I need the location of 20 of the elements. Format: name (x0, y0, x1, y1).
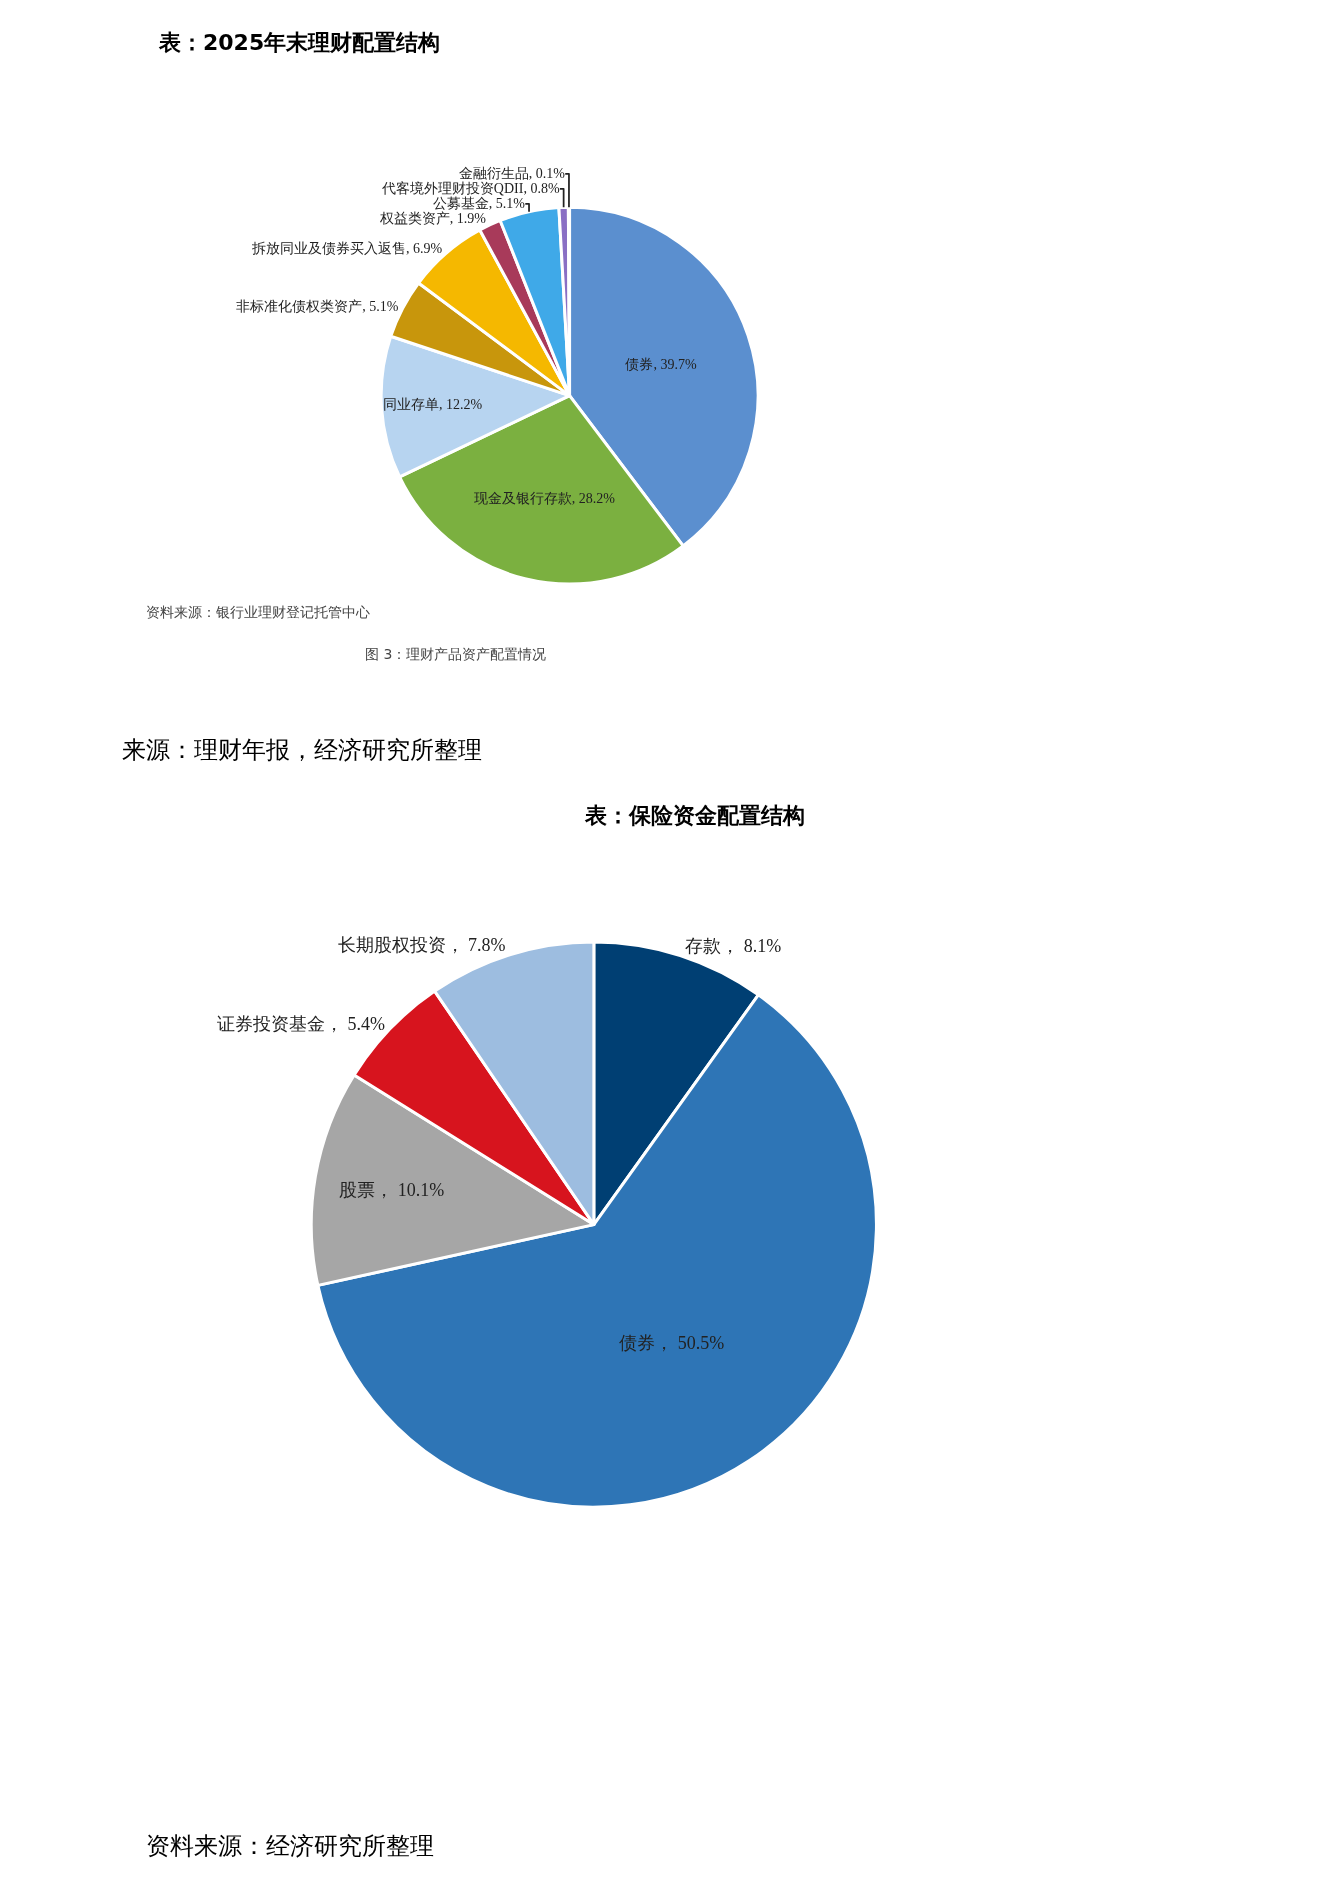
source-note: 来源：理财年报，经济研究所整理 (122, 736, 482, 764)
caption: 图 3：理财产品资产配置情况 (365, 646, 547, 662)
slice-label: 存款， 8.1% (685, 936, 782, 957)
slice-label: 代客境外理财投资QDII, 0.8% (380, 181, 560, 197)
slice-label: 股票， 10.1% (339, 1179, 445, 1200)
slice-label: 债券， 50.5% (619, 1332, 725, 1353)
slice-label: 权益类资产, 1.9% (378, 211, 487, 227)
text: 资料来源：经济研究所整理 (146, 1832, 434, 1860)
slice-label: 长期股权投资， 7.8% (337, 935, 506, 956)
text: 资料来源：银行业理财登记托管中心 (146, 604, 370, 620)
slice-label: 金融衍生品, 0.1% (458, 166, 566, 182)
slice-label: 非标准化债权类资产, 5.1% (236, 299, 399, 315)
chart-title: 表：保险资金配置结构 (584, 803, 805, 828)
slice-label: 同业存单, 12.2% (382, 396, 483, 412)
chart-title: 表：2025年末理财配置结构 (158, 30, 441, 55)
slice-label: 债券, 39.7% (625, 357, 697, 373)
slice-label: 证券投资基金， 5.4% (217, 1014, 386, 1035)
slice-label: 现金及银行存款, 28.2% (473, 491, 616, 507)
slice-label: 公募基金, 5.1% (432, 196, 526, 212)
slice-label: 拆放同业及债券买入返售, 6.9% (251, 241, 443, 257)
